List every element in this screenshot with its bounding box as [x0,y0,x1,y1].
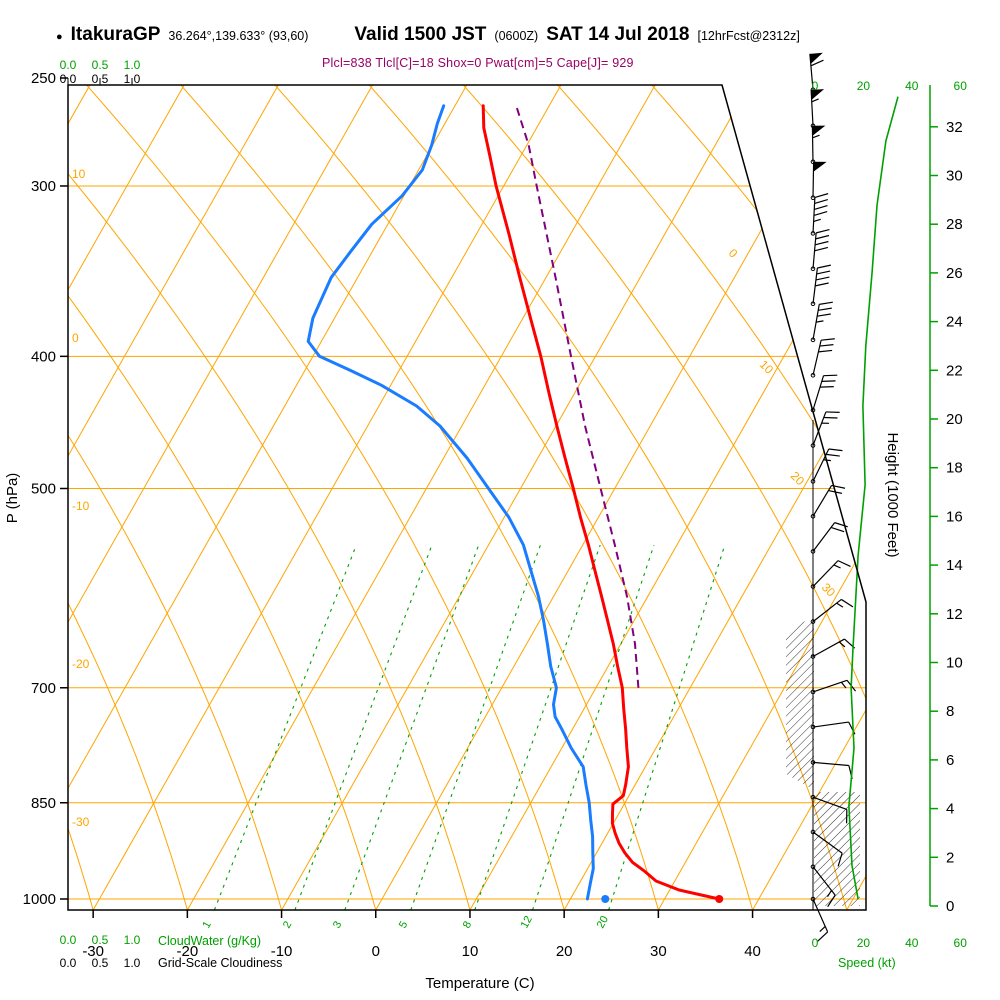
svg-text:12: 12 [519,914,535,930]
svg-text:6: 6 [946,752,954,769]
parcel-trace [515,105,640,688]
svg-text:20: 20 [556,943,573,960]
svg-text:60: 60 [954,936,968,950]
cloudwater-scale-title: CloudWater (g/Kg) [158,934,261,948]
svg-text:-30: -30 [82,943,104,960]
station-bullet-icon: ● [56,31,63,43]
svg-text:20: 20 [857,79,871,93]
dewpoint-surface-dot [601,895,610,903]
svg-text:28: 28 [946,216,963,233]
mixing-ratio-lines [213,544,726,910]
svg-text:4: 4 [946,801,954,818]
svg-text:0: 0 [72,331,79,345]
svg-text:0.5: 0.5 [92,933,109,947]
plot-border [67,84,867,911]
svg-text:0.0: 0.0 [60,956,77,970]
svg-text:40: 40 [905,79,919,93]
wind-barb-column [809,52,856,942]
dewpoint-trace [306,104,595,901]
svg-text:0: 0 [946,898,954,915]
svg-text:400: 400 [31,348,56,365]
svg-text:3: 3 [331,919,344,930]
svg-text:300: 300 [31,178,56,195]
stability-indices: Plcl=838 Tlcl[C]=18 Shox=0 Pwat[cm]=5 Ca… [322,56,634,70]
valid-date: SAT 14 Jul 2018 [546,24,690,45]
svg-text:14: 14 [946,557,963,574]
height-profile [848,96,899,900]
temperature-trace [481,104,721,901]
svg-text:22: 22 [946,362,963,379]
height-axis-title: Height (1000 Feet) [884,432,901,557]
background-grid [68,85,866,910]
svg-text:8: 8 [461,919,474,930]
temperature-axis-title: Temperature (C) [425,975,534,992]
svg-text:32: 32 [946,119,963,136]
svg-text:60: 60 [954,79,968,93]
svg-text:30: 30 [946,168,963,185]
svg-text:-10: -10 [72,499,90,513]
valid-time: Valid 1500 JST [354,24,487,45]
svg-text:2: 2 [946,849,954,866]
svg-text:-20: -20 [72,657,90,671]
speed-axis-title: Speed (kt) [838,956,896,970]
forecast-info: [12hrFcst@2312z] [697,29,800,43]
svg-text:700: 700 [31,680,56,697]
svg-text:0.0: 0.0 [60,933,77,947]
svg-text:8: 8 [946,703,954,720]
svg-text:24: 24 [946,314,963,331]
svg-text:10: 10 [72,167,86,181]
station-name: ItakuraGP [70,24,161,45]
svg-text:0: 0 [812,79,819,93]
valid-time-utc: (0600Z) [494,29,539,43]
svg-text:12: 12 [946,606,963,623]
svg-text:850: 850 [31,795,56,812]
svg-text:18: 18 [946,460,963,477]
chart-header: ● ItakuraGP 36.264°,139.633° (93,60) Val… [56,24,800,46]
svg-text:1.0: 1.0 [124,933,141,947]
svg-text:20: 20 [857,936,871,950]
svg-text:0: 0 [812,936,819,950]
station-coordinates: 36.264°,139.633° (93,60) [168,29,309,43]
svg-text:20: 20 [946,411,963,428]
svg-text:0: 0 [726,246,741,261]
svg-text:-10: -10 [271,943,293,960]
svg-text:250: 250 [31,70,56,87]
svg-text:0.5: 0.5 [92,956,109,970]
svg-text:1: 1 [200,919,213,930]
pressure-axis-title: P (hPa) [4,473,21,524]
svg-text:500: 500 [31,481,56,498]
svg-text:1.0: 1.0 [124,58,141,72]
svg-text:5: 5 [397,919,410,930]
svg-text:40: 40 [744,943,761,960]
svg-text:0.5: 0.5 [92,58,109,72]
svg-text:20: 20 [595,914,611,930]
svg-text:0: 0 [372,943,380,960]
svg-text:26: 26 [946,265,963,282]
svg-text:1000: 1000 [23,891,56,908]
svg-text:0.0: 0.0 [60,58,77,72]
svg-text:2: 2 [281,919,294,930]
svg-text:16: 16 [946,508,963,525]
temperature-surface-dot [715,895,724,903]
svg-text:1.0: 1.0 [124,956,141,970]
svg-text:30: 30 [650,943,667,960]
svg-text:10: 10 [462,943,479,960]
svg-text:10: 10 [946,655,963,672]
svg-text:-20: -20 [177,943,199,960]
svg-text:40: 40 [905,936,919,950]
cloudiness-scale-title: Grid-Scale Cloudiness [158,956,282,970]
svg-text:-30: -30 [72,815,90,829]
sounding-traces [306,104,724,903]
